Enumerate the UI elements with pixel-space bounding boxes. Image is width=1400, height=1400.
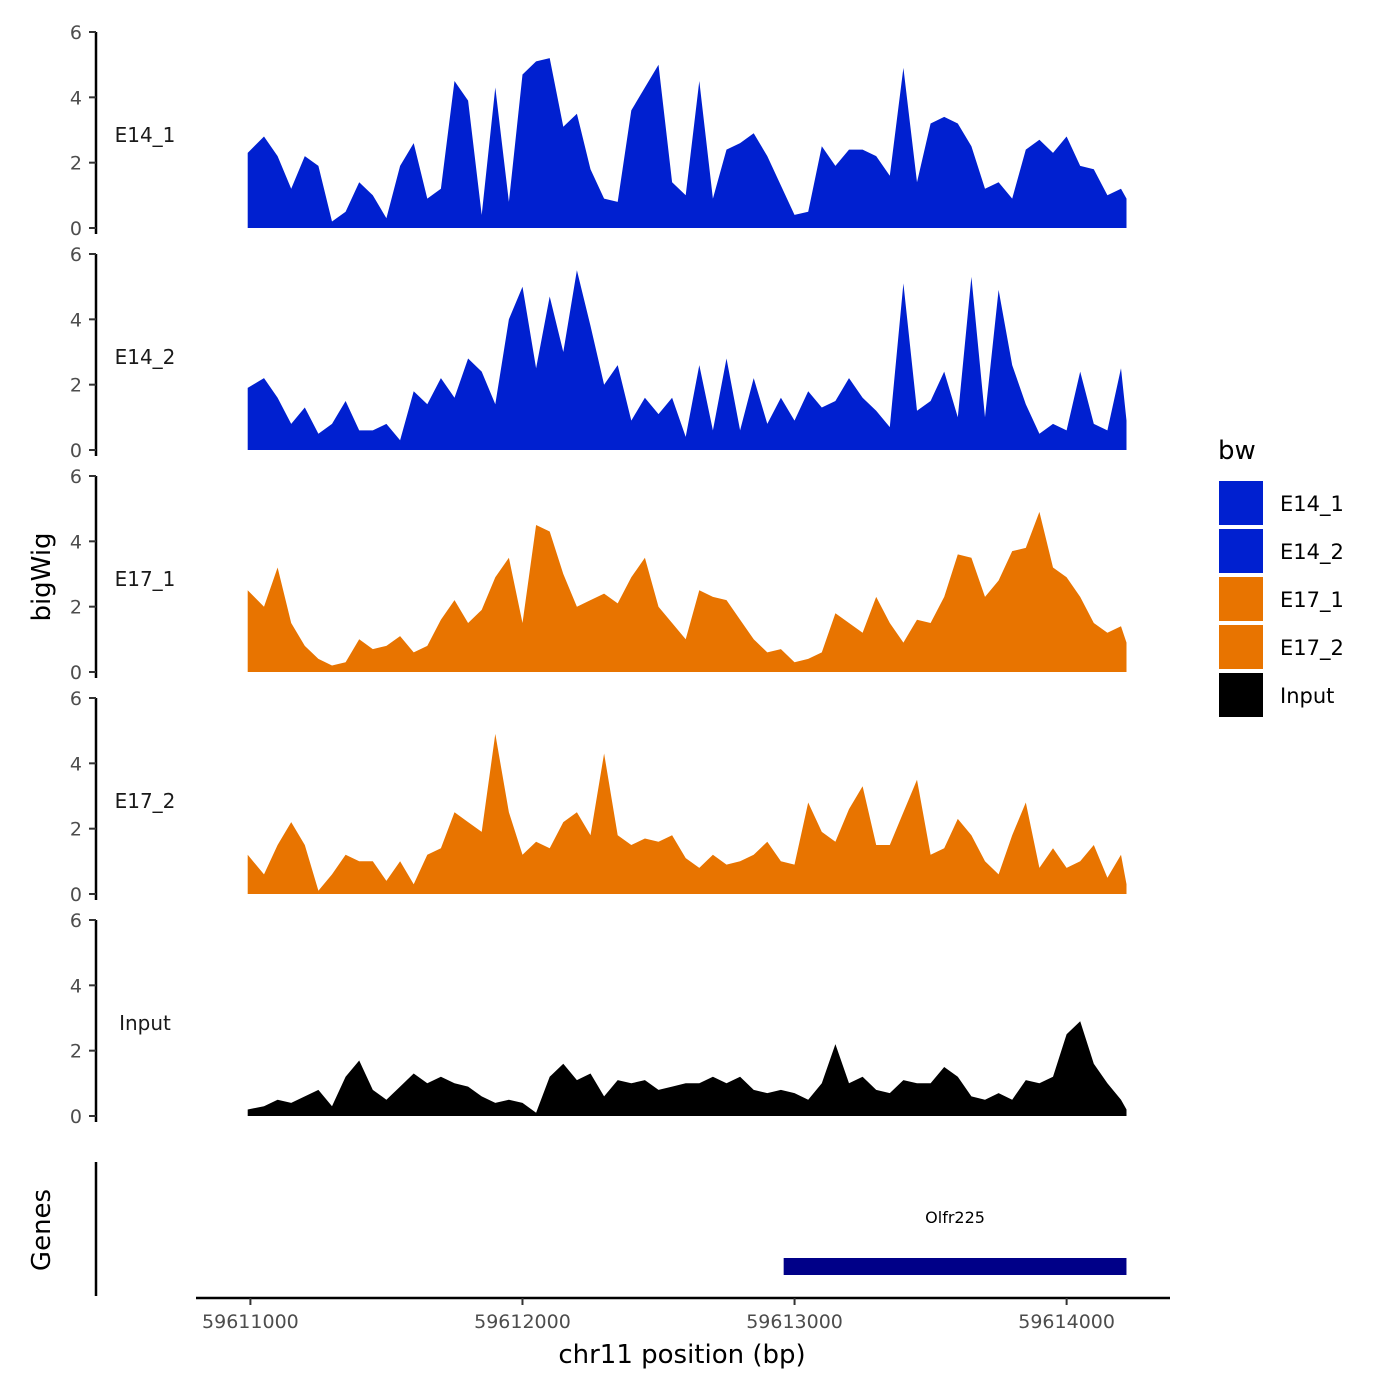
y-tick-label: 6 <box>70 244 82 266</box>
legend-swatch-e17-2 <box>1219 625 1263 669</box>
legend-swatch-e14-1 <box>1219 481 1263 525</box>
track-label: E17_2 <box>115 789 176 813</box>
gene-body-olfr225 <box>783 1258 1127 1275</box>
y-tick-label: 2 <box>70 819 82 841</box>
y-tick-label: 6 <box>70 466 82 488</box>
gene-label: Olfr225 <box>925 1208 985 1227</box>
genes-label: Genes <box>27 1189 57 1271</box>
y-tick-label: 2 <box>70 1041 82 1063</box>
area-input <box>247 1021 1127 1116</box>
y-tick-label: 4 <box>70 531 82 553</box>
track-panel-input: 0 2 4 6 Input <box>70 910 1127 1128</box>
legend-label: E14_1 <box>1280 492 1344 517</box>
y-tick-label: 0 <box>70 884 82 906</box>
area-e14-1 <box>247 58 1127 228</box>
y-tick-label: 0 <box>70 218 82 240</box>
x-tick-label: 59612000 <box>474 1311 571 1333</box>
y-tick-label: 4 <box>70 975 82 997</box>
track-panels: 0 2 4 6 E14_1 0 2 4 6 E14_2 0 2 4 6 E17_1 0 2 4 6 E17_2 0 2 4 6… <box>70 22 1127 1128</box>
track-panel-e17-1: 0 2 4 6 E17_1 <box>70 466 1127 684</box>
y-tick-label: 4 <box>70 753 82 775</box>
y-tick-label: 2 <box>70 597 82 619</box>
y-tick-label: 4 <box>70 309 82 331</box>
track-panel-e14-2: 0 2 4 6 E14_2 <box>70 244 1127 462</box>
y-tick-label: 4 <box>70 87 82 109</box>
track-panel-e14-1: 0 2 4 6 E14_1 <box>70 22 1127 240</box>
track-label: E14_2 <box>115 345 176 369</box>
track-label: E14_1 <box>115 123 176 147</box>
track-label: E17_1 <box>115 567 176 591</box>
y-tick-label: 6 <box>70 910 82 932</box>
track-label: Input <box>119 1011 171 1035</box>
area-e17-1 <box>247 511 1127 672</box>
legend: bw E14_1 E14_2 E17_1 E17_2 Input <box>1218 436 1344 717</box>
x-tick-label: 59611000 <box>202 1311 299 1333</box>
legend-label: E17_2 <box>1280 636 1344 661</box>
legend-swatch-e17-1 <box>1219 577 1263 621</box>
track-panel-e17-2: 0 2 4 6 E17_2 <box>70 688 1127 906</box>
x-tick-label: 59613000 <box>746 1311 843 1333</box>
area-e17-2 <box>247 733 1127 894</box>
y-tick-label: 6 <box>70 688 82 710</box>
y-tick-label: 0 <box>70 662 82 684</box>
x-axis-title: chr11 position (bp) <box>558 1340 805 1370</box>
y-tick-label: 2 <box>70 153 82 175</box>
y-tick-label: 6 <box>70 22 82 44</box>
x-axis: 59611000 59612000 59613000 59614000 <box>196 1296 1170 1333</box>
genes-panel: Genes Olfr225 <box>27 1162 1127 1296</box>
legend-title: bw <box>1218 436 1256 466</box>
legend-label: Input <box>1280 684 1334 708</box>
legend-swatch-e14-2 <box>1219 529 1263 573</box>
legend-label: E14_2 <box>1280 540 1344 565</box>
y-tick-label: 2 <box>70 375 82 397</box>
x-tick-label: 59614000 <box>1018 1311 1115 1333</box>
area-e14-2 <box>247 270 1127 450</box>
legend-label: E17_1 <box>1280 588 1344 613</box>
y-tick-label: 0 <box>70 1106 82 1128</box>
y-axis-title: bigWig <box>27 532 57 621</box>
legend-swatch-input <box>1219 673 1263 717</box>
y-tick-label: 0 <box>70 440 82 462</box>
